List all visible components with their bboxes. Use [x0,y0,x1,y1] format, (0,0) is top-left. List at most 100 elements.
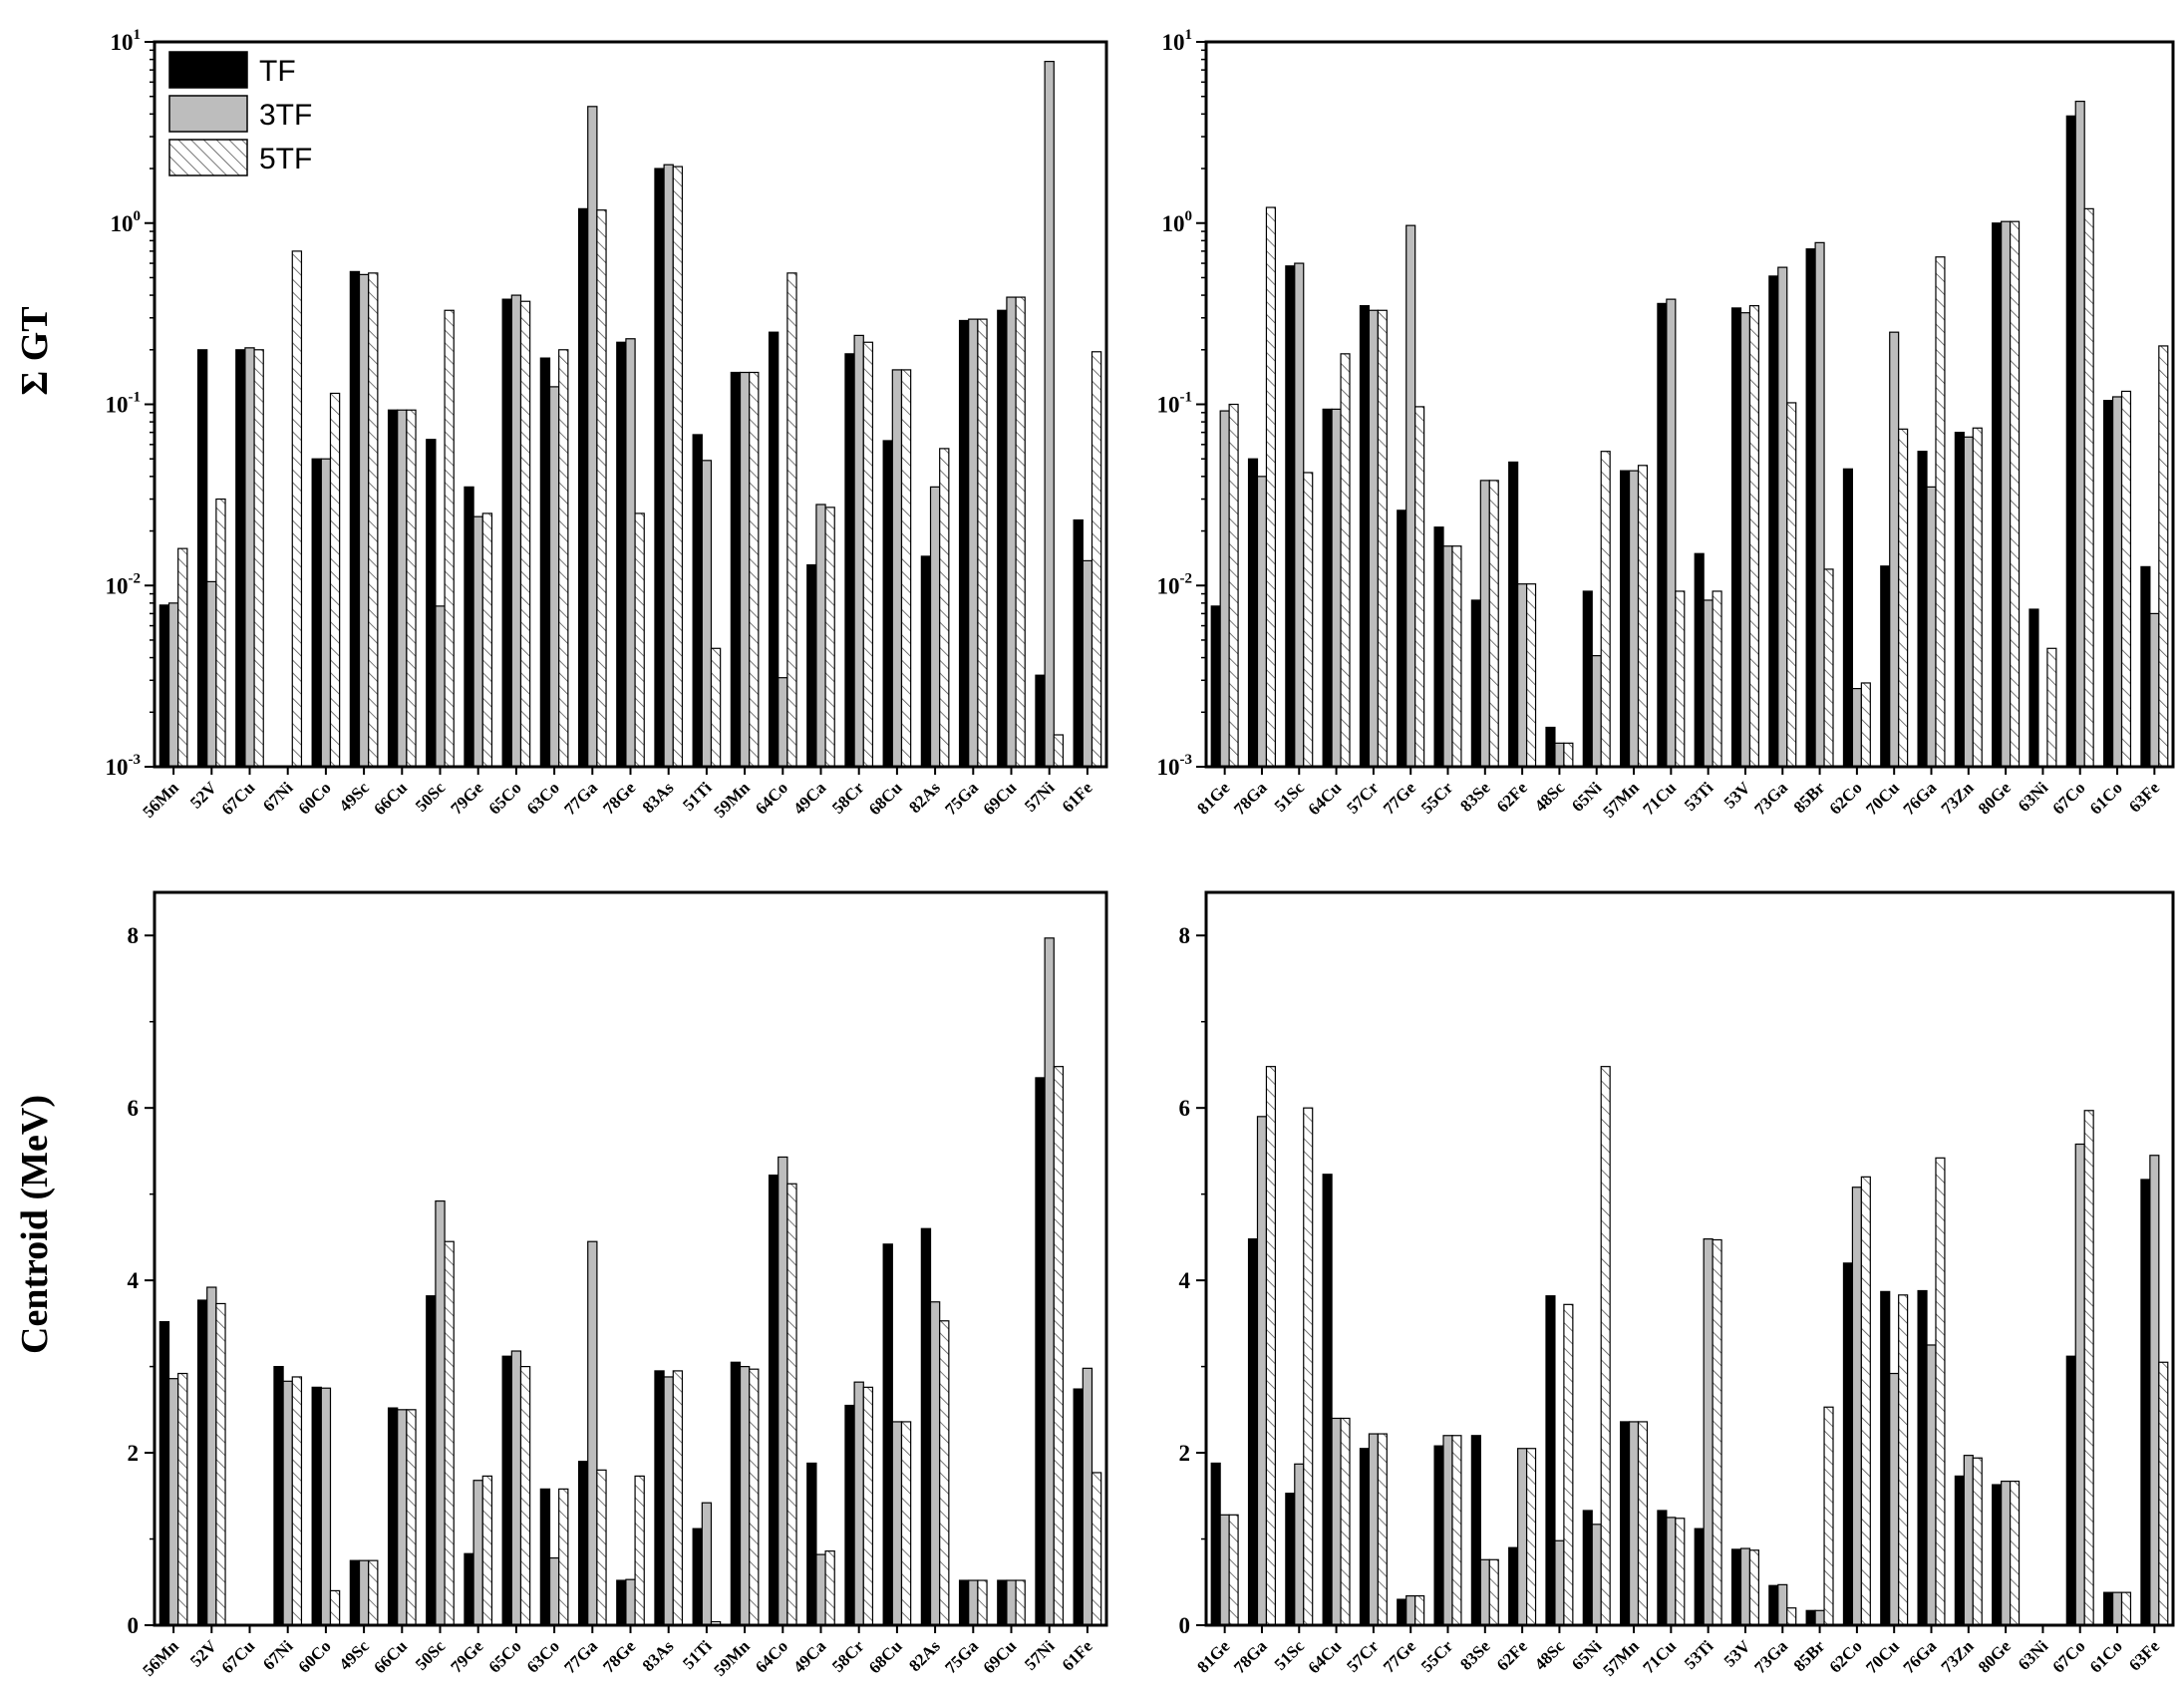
bar-5tf-49sc [368,1559,379,1626]
bar-5tf-65ni [1600,1066,1611,1626]
category-label-63co: 63Co [523,778,563,818]
bar-5tf-57mn [1637,465,1649,768]
bar-3tf-59mn [739,371,751,768]
category-label-73ga: 73Ga [1750,778,1791,819]
bar-tf-63co [539,357,551,768]
bar-5tf-56mn [177,547,188,768]
category-label-69cu: 69Cu [980,1636,1021,1677]
bar-tf-83se [1470,1435,1481,1626]
bar-5tf-73ga [1786,1607,1797,1626]
category-label-51sc: 51Sc [1271,1636,1309,1674]
category-label-55cr: 55Cr [1417,778,1457,818]
bar-3tf-83se [1479,1558,1490,1626]
bar-5tf-53ti [1712,1238,1722,1626]
bar-3tf-78ge [625,338,636,768]
bar-5tf-49ca [824,507,835,768]
bar-tf-63fe [2140,1179,2151,1626]
legend-swatch-3tf [168,95,248,133]
category-label-80ge: 80Ge [1975,1636,2015,1676]
bar-tf-61fe [1073,518,1084,768]
bar-5tf-57mn [1637,1421,1649,1626]
category-label-67cu: 67Cu [218,778,259,819]
bar-tf-52v [196,349,208,768]
bar-tf-83as [654,1370,665,1626]
y-axis-label-gt: Σ GT [14,306,56,395]
bar-5tf-82as [939,1320,950,1626]
bar-tf-51ti [692,434,703,768]
bar-3tf-69cu [1006,1579,1017,1626]
bar-3tf-50sc [435,605,446,768]
bar-3tf-83as [663,1376,674,1626]
bar-tf-80ge [1992,222,2003,768]
bar-5tf-73zn [1972,1457,1983,1626]
bar-tf-85br [1805,1609,1816,1626]
bar-5tf-85br [1823,1406,1834,1626]
category-label-71cu: 71Cu [1639,1636,1680,1677]
category-label-77ga: 77Ga [560,1636,601,1677]
category-label-51sc: 51Sc [1271,778,1309,816]
bar-tf-55cr [1433,526,1444,768]
bar-tf-57mn [1620,470,1631,768]
bar-5tf-75ga [977,1579,988,1626]
bar-3tf-49sc [358,273,370,768]
bar-5tf-67co [2083,1110,2094,1626]
bar-5tf-63ni [2046,647,2057,768]
category-label-66cu: 66Cu [370,1636,411,1677]
category-label-56mn: 56Mn [139,778,182,822]
bar-3tf-76ga [1926,486,1937,768]
bar-3tf-55cr [1442,545,1453,768]
bar-tf-77ge [1397,510,1407,768]
bar-3tf-63fe [2149,1155,2160,1626]
bar-tf-71cu [1657,1510,1668,1626]
category-label-61co: 61Co [2086,1636,2126,1676]
bar-3tf-73ga [1777,266,1788,768]
bar-tf-58cr [844,1404,855,1626]
category-label-50sc: 50Sc [412,1636,450,1674]
bar-tf-55cr [1433,1445,1444,1626]
bar-tf-53v [1730,307,1742,768]
category-label-52v: 52V [186,1636,221,1671]
bar-tf-73zn [1954,1475,1965,1626]
bar-tf-53v [1730,1548,1742,1626]
category-label-75ga: 75Ga [941,778,982,819]
bar-tf-82as [920,1227,932,1626]
bar-3tf-67ni [282,1380,293,1626]
bar-3tf-65co [510,294,522,768]
bar-5tf-70cu [1898,1294,1909,1626]
bar-3tf-58cr [853,1381,864,1626]
category-label-67ni: 67Ni [259,778,297,816]
bar-tf-71cu [1657,302,1668,768]
category-label-83as: 83As [639,1636,678,1675]
bar-tf-70cu [1880,565,1891,768]
bar-3tf-59mn [739,1365,751,1626]
bar-tf-83se [1470,599,1481,768]
bar-5tf-52v [215,1302,226,1626]
bar-3tf-55cr [1442,1435,1453,1626]
bar-3tf-51ti [701,460,713,768]
bar-3tf-85br [1814,1609,1825,1626]
category-label-77ge: 77Ge [1380,1636,1419,1676]
bar-tf-66cu [387,409,399,768]
bar-tf-57ni [1035,1077,1046,1626]
y-tick-label: 101 [111,27,142,55]
bar-3tf-53v [1739,312,1751,768]
bar-3tf-78ga [1256,476,1268,768]
category-label-57cr: 57Cr [1343,1636,1383,1676]
bar-tf-51sc [1285,1493,1296,1626]
category-label-53v: 53V [1720,1636,1755,1671]
bar-5tf-62co [1860,1176,1871,1626]
bar-3tf-65ni [1591,655,1602,768]
bar-tf-57cr [1359,1448,1370,1626]
bar-tf-53ti [1694,552,1705,768]
bar-5tf-83as [672,166,684,768]
bar-tf-56mn [158,1321,170,1626]
category-label-58cr: 58Cr [828,1636,868,1676]
bar-5tf-66cu [406,409,417,768]
bar-tf-69cu [997,1579,1008,1626]
bar-3tf-77ga [587,1240,598,1626]
bar-5tf-64cu [1340,1417,1351,1626]
bar-5tf-79ge [481,1475,493,1626]
